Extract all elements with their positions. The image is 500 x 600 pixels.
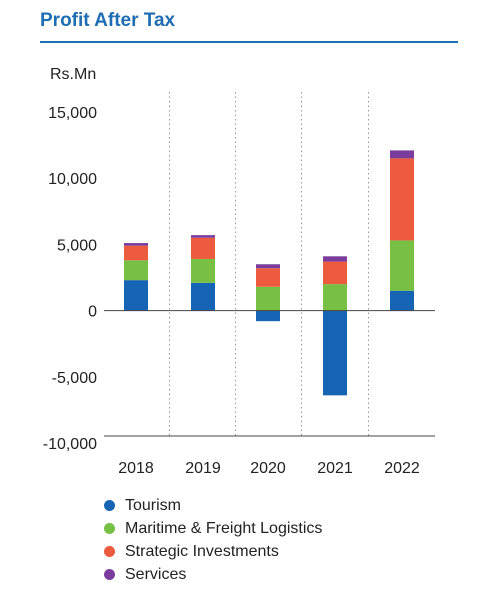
bar-segment xyxy=(256,286,280,311)
bar-segment xyxy=(323,261,347,285)
legend-item: Services xyxy=(104,563,322,586)
bar-segment xyxy=(323,256,347,262)
bar-segment xyxy=(256,264,280,269)
legend-swatch xyxy=(104,523,115,534)
bar-segment xyxy=(124,243,148,246)
legend-label: Strategic Investments xyxy=(125,542,279,560)
bar-segment xyxy=(323,310,347,396)
bar-segment xyxy=(390,240,414,291)
bars xyxy=(124,150,414,396)
y-tick-label: -5,000 xyxy=(52,370,97,387)
x-axis-labels: 2018 2019 2020 2021 2022 xyxy=(118,460,420,477)
y-tick-label: 0 xyxy=(88,304,97,321)
x-tick-label: 2018 xyxy=(118,460,154,477)
y-tick-label: 10,000 xyxy=(48,171,97,188)
bar-segment xyxy=(390,158,414,241)
bar-segment xyxy=(191,258,215,283)
legend-swatch xyxy=(104,546,115,557)
chart-title: Profit After Tax xyxy=(40,10,176,31)
year-separators xyxy=(169,92,369,436)
y-tick-label: 15,000 xyxy=(48,105,97,122)
bar-segment xyxy=(390,290,414,311)
x-tick-label: 2021 xyxy=(317,460,353,477)
bar-segment xyxy=(124,245,148,261)
bar-segment xyxy=(191,235,215,238)
bar-segment xyxy=(191,282,215,311)
x-tick-label: 2020 xyxy=(250,460,286,477)
legend-item: Maritime & Freight Logistics xyxy=(104,517,322,540)
legend-item: Strategic Investments xyxy=(104,540,322,563)
legend-swatch xyxy=(104,569,115,580)
y-tick-label: 5,000 xyxy=(57,237,97,254)
bar-segment xyxy=(323,284,347,311)
bar-segment xyxy=(256,310,280,322)
y-axis-ticks: 15,000 10,000 5,000 0 -5,000 -10,000 xyxy=(43,105,97,453)
bar-segment xyxy=(124,280,148,311)
legend-label: Maritime & Freight Logistics xyxy=(125,519,323,537)
bar-segment xyxy=(191,237,215,259)
x-tick-label: 2022 xyxy=(384,460,420,477)
profit-chart: Rs.Mn 15,000 10,000 5,000 0 -5,000 -10,000 20… xyxy=(43,66,435,477)
legend-item: Tourism xyxy=(104,494,322,517)
title-rule xyxy=(40,41,458,43)
bar-segment xyxy=(390,150,414,159)
y-tick-label: -10,000 xyxy=(43,436,97,453)
legend-label: Services xyxy=(125,565,187,583)
legend-swatch xyxy=(104,500,115,511)
bar-segment xyxy=(256,268,280,287)
unit-label: Rs.Mn xyxy=(50,66,96,83)
legend-label: Tourism xyxy=(125,496,182,514)
bar-segment xyxy=(124,260,148,281)
x-tick-label: 2019 xyxy=(185,460,221,477)
legend: Tourism Maritime & Freight Logistics Strat… xyxy=(104,494,322,586)
